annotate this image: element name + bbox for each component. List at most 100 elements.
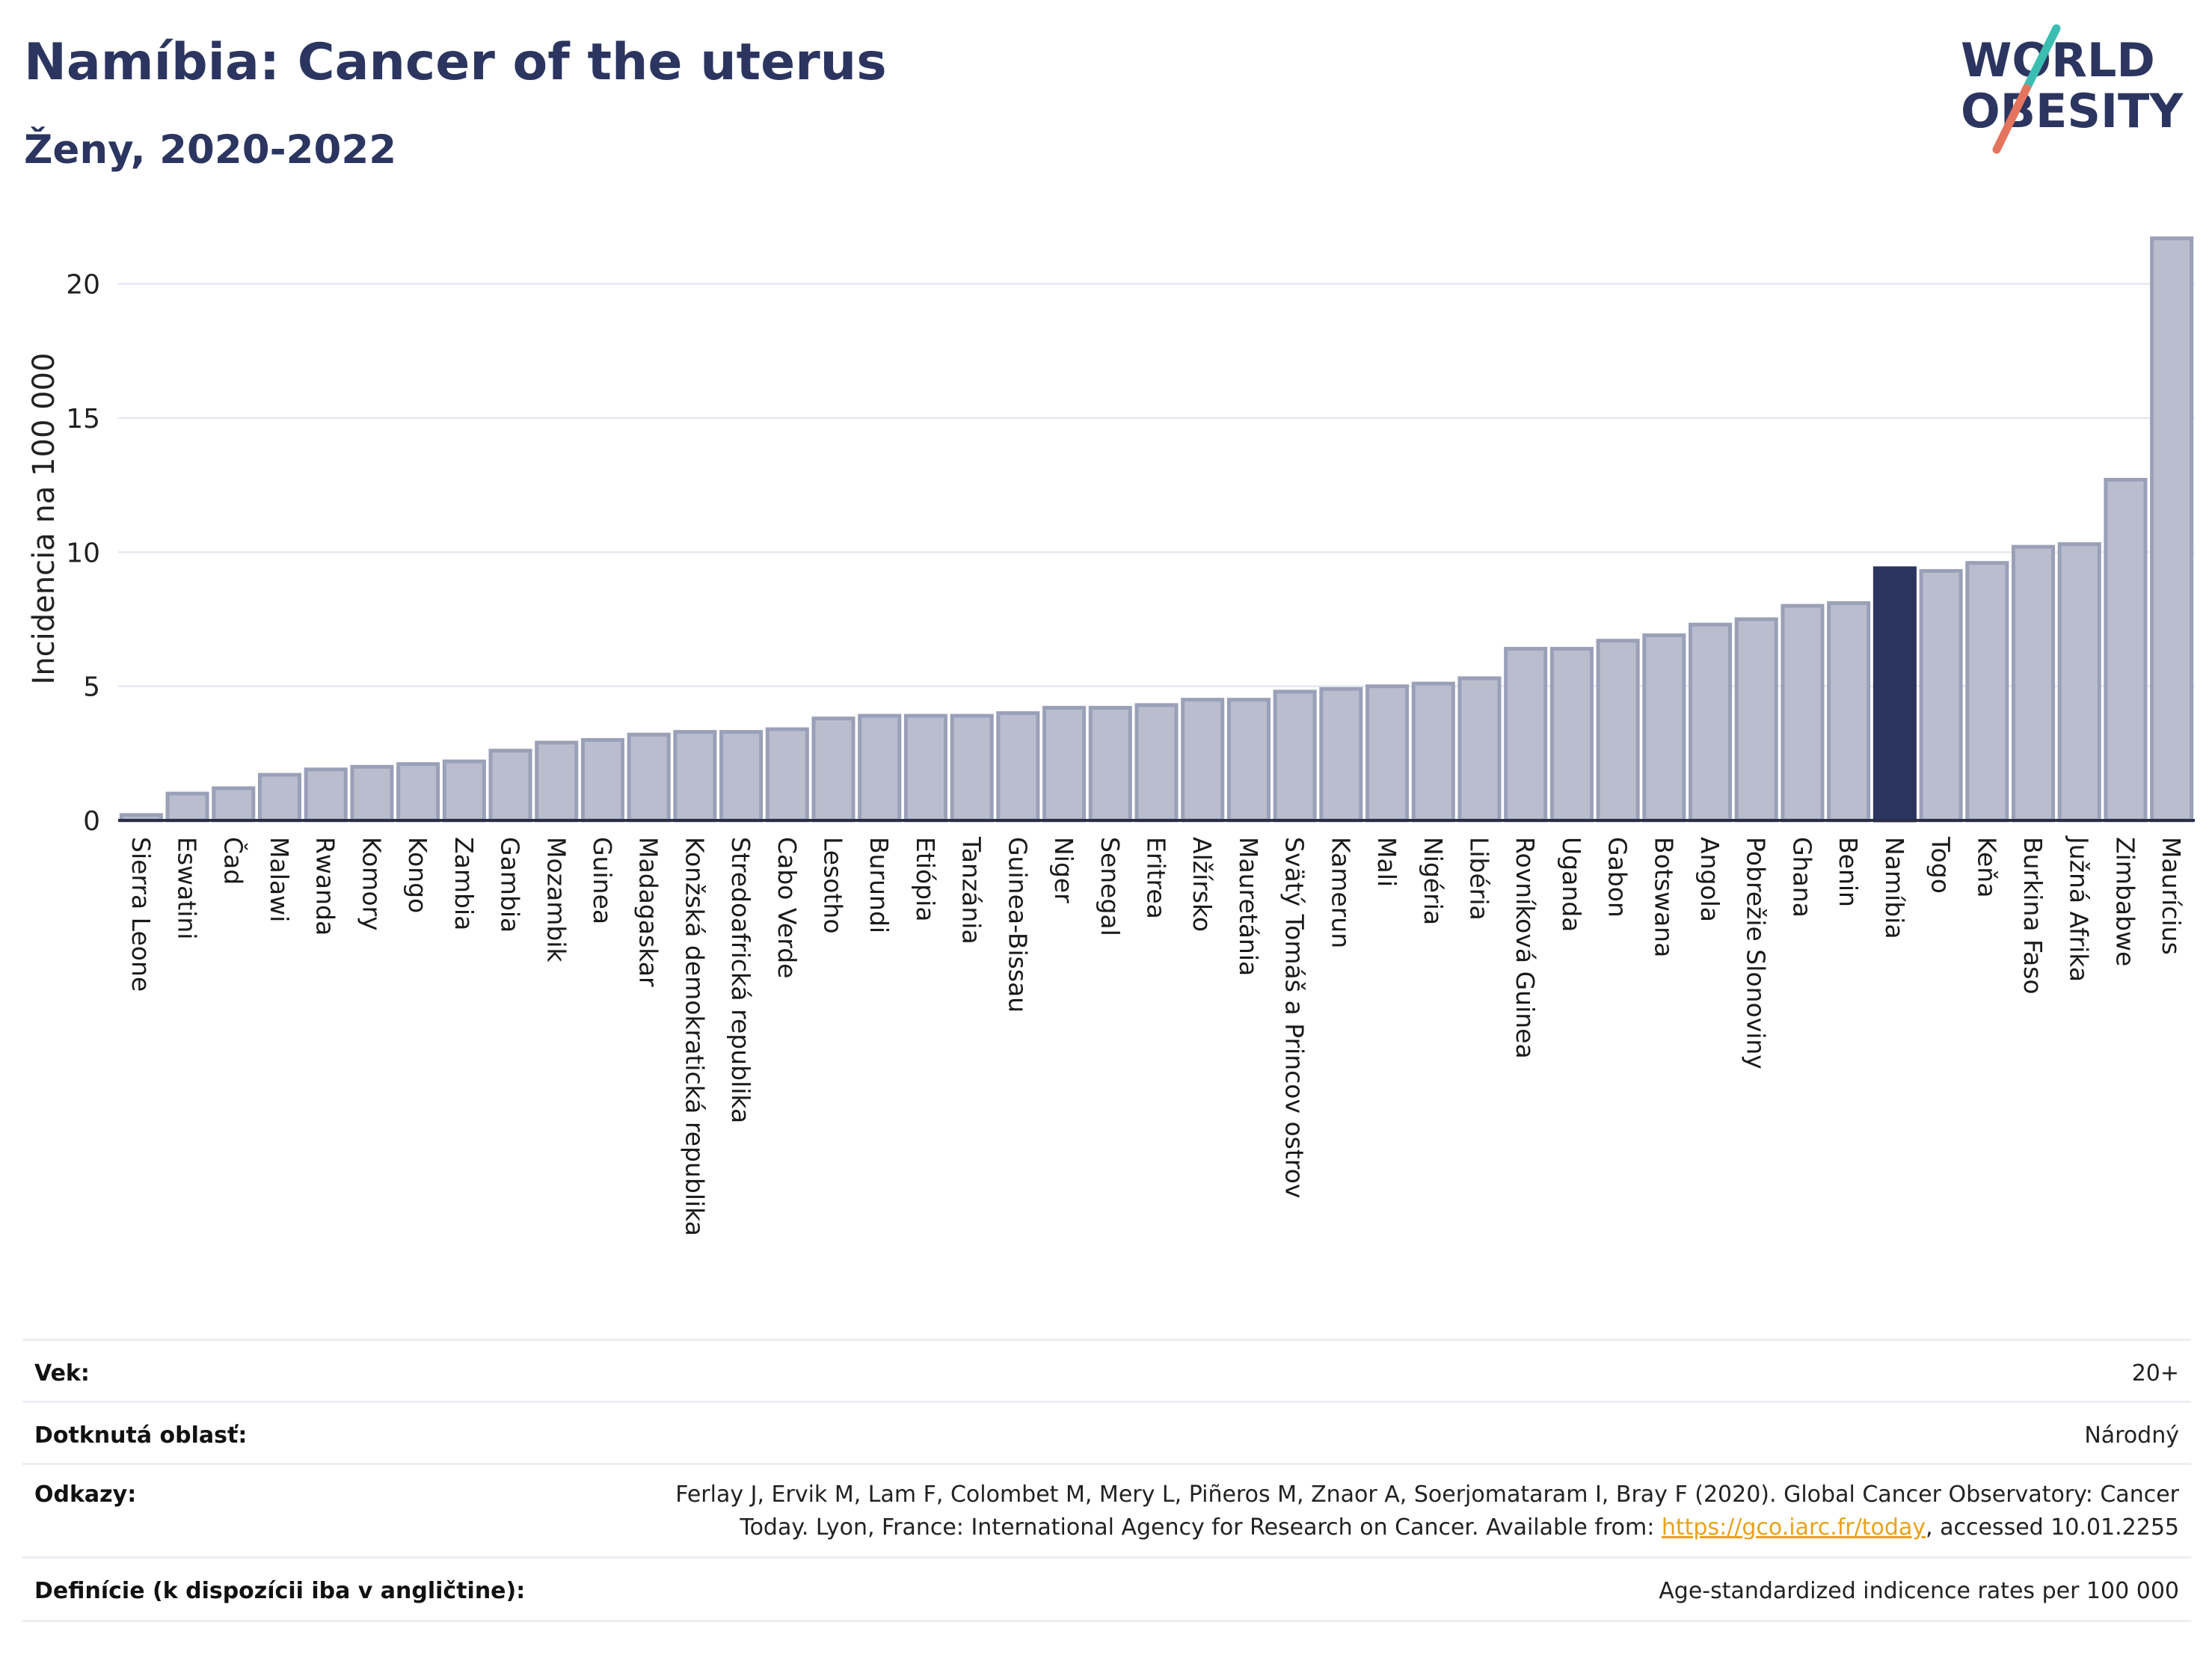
bar-Konžská demokratická republika [673,730,717,823]
references-line-2: Today. Lyon, France: International Agenc… [675,1511,2179,1544]
references-line-1: Ferlay J, Ervik M, Lam F, Colombet M, Me… [675,1481,2179,1508]
bar-Libéria [1457,676,1502,823]
x-tick-label: Guinea [588,837,617,924]
bar-Niger [1042,705,1087,823]
x-tick-label: Konžská demokratická republika [680,837,709,1236]
x-tick-label: Južná Afrika [2065,835,2094,982]
logo-slash-coral [1992,84,2031,154]
x-tick-label: Eswatini [173,837,202,939]
bar-Namíbia [1872,566,1917,823]
y-tick-label: 20 [66,270,100,301]
x-tick-label: Burundi [864,837,894,933]
bar-Botswana [1642,633,1686,823]
bar-Čad [212,786,256,823]
x-tick-label: Etiópia [911,837,940,922]
references-link[interactable]: https://gco.iarc.fr/today [1661,1514,1926,1541]
x-tick-label: Nigéria [1419,837,1448,925]
x-tick-label: Stredoafrická republika [726,837,755,1123]
x-tick-label: Togo [1926,836,1956,894]
area-value: Národný [2084,1422,2179,1449]
area-label: Dotknutá oblasť: [34,1422,248,1449]
x-tick-label: Rovníková Guinea [1511,837,1540,1059]
y-axis-title: Incidencia na 100 000 [27,353,61,685]
bar-Guinea [580,737,625,823]
info-row-references: Odkazy: Ferlay J, Ervik M, Lam F, Colomb… [22,1463,2191,1556]
x-tick-label: Eritrea [1142,837,1171,919]
y-tick-label: 5 [83,672,100,703]
bar-Mauretánia [1226,698,1271,823]
info-table: Vek: 20+ Dotknutá oblasť: Národný Odkazy… [22,1339,2191,1622]
info-row-area: Dotknutá oblasť: Národný [22,1401,2191,1463]
x-tick-label: Namíbia [1880,837,1909,939]
bar-Keňa [1965,561,2009,823]
bar-Cabo Verde [765,727,809,823]
bars [119,236,2194,823]
bar-Benin [1827,601,1871,823]
x-tick-label: Senegal [1096,837,1125,936]
x-tick-label: Zimbabwe [2110,837,2139,966]
tick-labels: 0 5 10 15 20 Sierra Leone Eswatini Čad Malawi Rwa… [27,270,2186,1236]
bar-Senegal [1088,705,1132,823]
world-obesity-logo: WORLD OBESITY [1961,24,2184,154]
x-tick-label: Guinea-Bissau [1003,837,1032,1013]
x-tick-label: Mauretánia [1234,837,1263,976]
bar-Komory [350,764,394,823]
logo-text-obesity: OBESITY [1961,84,2184,138]
references-text: Today. Lyon, France: International Agenc… [740,1514,1662,1541]
logo-slash-teal [2022,24,2061,93]
bar-Lesotho [811,716,855,823]
bar-Eswatini [165,791,209,823]
x-tick-label: Sierra Leone [126,837,156,992]
bar-Etiópia [903,713,947,823]
chart-title: Namíbia: Cancer of the uterus [24,33,887,92]
y-tick-label: 0 [83,806,100,837]
bar-Pobrežie Slonoviny [1734,617,1778,823]
definitions-label: Definície (k dispozícii iba v angličtine… [34,1578,526,1604]
references-accessed: , accessed 10.01.2255 [1926,1514,2179,1541]
x-tick-label: Rwanda [311,837,340,936]
x-tick-label: Maurícius [2157,837,2186,955]
x-tick-label: Kongo [403,837,432,913]
bar-Svätý Tomáš a Princov ostrov [1273,690,1317,823]
x-tick-label: Mozambik [541,837,571,962]
x-tick-label: Ghana [1787,837,1816,918]
bar-Uganda [1549,646,1594,823]
x-tick-label: Zambia [449,837,479,930]
bar-Južná Afrika [2057,542,2101,823]
bar-Eritrea [1134,703,1179,823]
bar-Tanzánia [950,713,994,823]
bar-Stredoafrická republika [719,730,764,823]
x-tick-label: Angola [1695,837,1724,922]
bar-Mali [1365,684,1410,823]
x-tick-label: Komory [357,837,386,931]
bar-Togo [1919,568,1963,823]
x-tick-label: Libéria [1464,837,1493,921]
bar-Zimbabwe [2104,477,2148,823]
bar-Rovníková Guinea [1504,646,1548,823]
references-label: Odkazy: [34,1481,137,1508]
chart-subtitle: Ženy, 2020-2022 [24,127,397,173]
definitions-value: Age-standardized indicence rates per 100… [1659,1578,2179,1604]
x-tick-label: Mali [1372,837,1401,887]
bar-Zambia [442,759,486,823]
x-tick-label: Botswana [1649,837,1678,957]
bar-Gambia [488,749,532,823]
bar-Burkina Faso [2011,544,2056,823]
info-row-definitions: Definície (k dispozícii iba v angličtine… [22,1556,2191,1622]
age-value: 20+ [2131,1360,2179,1387]
x-tick-label: Tanzánia [957,836,986,945]
bar-Gabon [1596,639,1640,823]
x-tick-label: Madagaskar [634,837,663,987]
references-value: Ferlay J, Ervik M, Lam F, Colombet M, Me… [675,1479,2179,1544]
x-tick-label: Cabo Verde [772,837,802,978]
bar-Maurícius [2150,236,2194,823]
y-tick-label: 10 [66,538,100,568]
bar-Nigéria [1411,681,1455,823]
bar-chart: 0 5 10 15 20 Sierra Leone Eswatini Čad Malawi Rwa… [27,236,2195,1236]
bar-Kamerun [1319,687,1363,823]
x-tick-label: Burkina Faso [2018,837,2047,995]
x-tick-label: Malawi [265,837,294,922]
bar-Burundi [858,713,902,823]
x-tick-label: Niger [1049,837,1078,903]
bar-Kongo [396,762,440,823]
